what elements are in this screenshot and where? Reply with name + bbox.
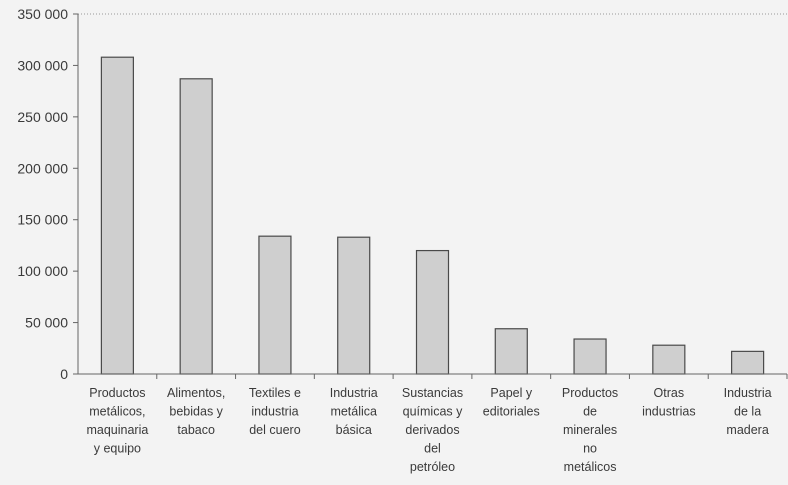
y-tick-label: 350 000	[17, 6, 68, 22]
x-category-label-line: Sustancias	[402, 386, 463, 400]
x-category-label-line: básica	[336, 423, 372, 437]
x-category-label-line: Alimentos,	[167, 386, 225, 400]
y-tick-label: 0	[60, 366, 68, 382]
x-category-label-line: derivados	[405, 423, 459, 437]
x-category-label-line: metálicos,	[89, 405, 145, 419]
x-category-label-line: bebidas y	[169, 405, 223, 419]
bar	[494, 328, 528, 375]
x-category-label-line: metálica	[330, 405, 377, 419]
x-category-label-line: minerales	[563, 423, 617, 437]
x-axis-labels: Productos metálicos, maquinaria y equipo Ali…	[86, 386, 771, 474]
y-tick-label: 300 000	[17, 57, 68, 73]
x-category-label-line: metálicos	[564, 460, 617, 474]
y-tick-label: 50 000	[25, 315, 68, 331]
bar	[337, 236, 371, 375]
y-tick-label: 100 000	[17, 263, 68, 279]
x-category-label-line: y equipo	[94, 442, 141, 456]
x-category-label-line: industria	[251, 405, 298, 419]
y-axis: 0 50 000 100 000 150 000 200 000 250 000 300 0…	[17, 6, 78, 382]
x-category-label: Textiles e industria del cuero	[249, 386, 301, 437]
x-category-label-line: Industria	[330, 386, 378, 400]
y-tick-label: 200 000	[17, 160, 68, 176]
bar	[258, 235, 292, 375]
x-category-label-line: Industria	[724, 386, 772, 400]
x-category-label-line: Productos	[562, 386, 618, 400]
x-category-label-line: petróleo	[410, 460, 455, 474]
x-category-label-line: no	[583, 442, 597, 456]
x-category-label-line: químicas y	[403, 405, 463, 419]
x-category-label-line: Textiles e	[249, 386, 301, 400]
x-category-label: Industria metálica básica	[330, 386, 378, 437]
x-category-label-line: tabaco	[177, 423, 215, 437]
bar	[731, 350, 765, 375]
x-category-label: Sustancias químicas y derivados del petróleo	[402, 386, 463, 474]
x-category-label: Productos metálicos, maquinaria y equipo	[86, 386, 148, 456]
bar	[652, 344, 686, 375]
x-category-label: Industria de la madera	[724, 386, 772, 437]
x-category-label-line: Productos	[89, 386, 145, 400]
x-category-label: Papel y editoriales	[483, 386, 540, 419]
bar	[573, 338, 607, 375]
y-tick-label: 250 000	[17, 109, 68, 125]
bar	[415, 249, 450, 375]
x-category-label-line: del cuero	[249, 423, 300, 437]
x-category-label-line: madera	[726, 423, 768, 437]
bar	[100, 56, 134, 375]
x-category-label-line: de la	[734, 405, 761, 419]
y-tick-label: 150 000	[17, 212, 68, 228]
x-category-label-line: editoriales	[483, 405, 540, 419]
bar	[179, 78, 213, 375]
x-category-label: Otras industrias	[642, 386, 696, 419]
x-category-label-line: maquinaria	[86, 423, 148, 437]
x-category-label-line: Otras	[654, 386, 685, 400]
x-category-label: Alimentos, bebidas y tabaco	[167, 386, 225, 437]
x-category-label-line: del	[424, 442, 441, 456]
bars-group	[100, 56, 788, 379]
x-category-label-line: Papel y	[490, 386, 532, 400]
x-category-label-line: de	[583, 405, 597, 419]
x-category-label: Productos de minerales no metálicos	[562, 386, 618, 474]
x-category-label-line: industrias	[642, 405, 696, 419]
